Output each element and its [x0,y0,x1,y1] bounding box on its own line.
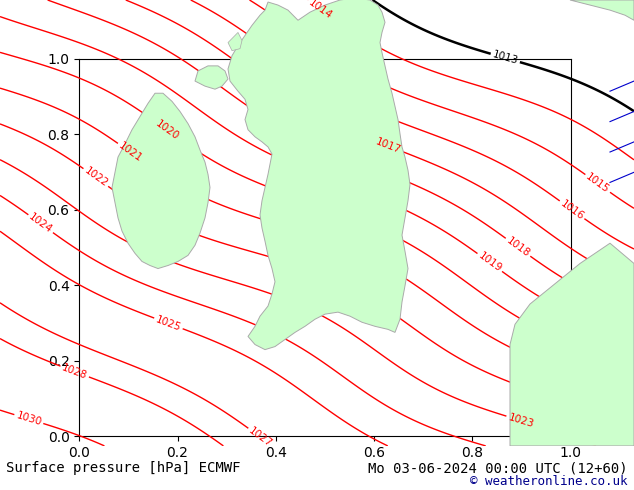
Text: 1020: 1020 [153,118,180,142]
Text: 1016: 1016 [559,198,586,221]
Text: 1027: 1027 [247,425,274,449]
Text: Surface pressure [hPa] ECMWF: Surface pressure [hPa] ECMWF [6,462,241,475]
Polygon shape [195,66,228,89]
Polygon shape [570,0,634,20]
Text: 1019: 1019 [476,251,503,274]
Text: 1014: 1014 [307,0,334,21]
Text: 1030: 1030 [15,411,43,428]
Text: 1021: 1021 [117,141,144,164]
Text: Mo 03-06-2024 00:00 UTC (12+60): Mo 03-06-2024 00:00 UTC (12+60) [368,462,628,475]
Text: 1024: 1024 [27,212,55,236]
Polygon shape [112,93,210,269]
Text: 1018: 1018 [505,236,531,259]
Polygon shape [228,32,242,50]
Text: 1015: 1015 [584,172,611,195]
Text: 1017: 1017 [373,136,402,155]
Text: 1023: 1023 [507,412,535,429]
Text: © weatheronline.co.uk: © weatheronline.co.uk [470,475,628,488]
Text: 1013: 1013 [491,49,519,67]
Polygon shape [228,0,410,350]
Text: 1028: 1028 [61,362,89,381]
Text: 1022: 1022 [82,166,110,189]
Polygon shape [510,243,634,446]
Text: 1025: 1025 [154,314,183,333]
